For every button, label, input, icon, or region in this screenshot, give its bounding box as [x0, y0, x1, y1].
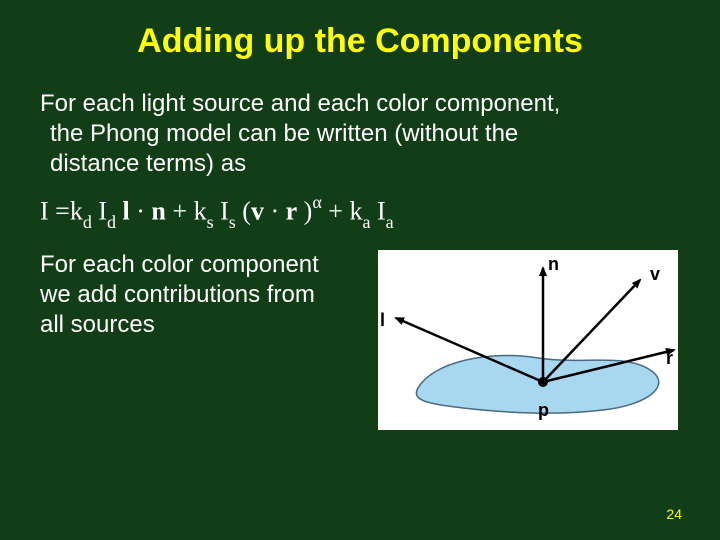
eq-dot1: · [130, 197, 152, 226]
eq-equals: = [49, 197, 70, 226]
para2-line3: all sources [40, 311, 155, 338]
lower-row: For each color component we add contribu… [40, 250, 680, 430]
eq-close: ) [297, 197, 312, 226]
eq-Is-sub: s [229, 212, 236, 232]
figure-label-v: v [650, 264, 660, 285]
eq-alpha: α [312, 192, 321, 212]
eq-Id: I [92, 197, 107, 226]
para1-line3: distance terms) as [40, 150, 246, 177]
eq-Id-sub: d [107, 212, 116, 232]
eq-I: I [40, 197, 49, 226]
eq-Ia: I [370, 197, 385, 226]
eq-r: r [286, 197, 298, 226]
figure-point-p [538, 377, 548, 387]
para2-line1: For each color component [40, 251, 319, 278]
eq-kd: k [70, 197, 83, 226]
eq-ka: k [349, 197, 362, 226]
phong-vectors-figure: n v l r p [378, 250, 678, 430]
phong-equation: I =kd Id l · n + ks Is (v · r )α + ka Ia [40, 193, 680, 232]
eq-dot2: · [264, 197, 286, 226]
eq-open: ( [236, 197, 251, 226]
figure-label-r: r [666, 348, 673, 369]
eq-n: n [151, 197, 165, 226]
slide: Adding up the Components For each light … [0, 0, 720, 540]
eq-plus1: + [166, 197, 194, 226]
intro-paragraph: For each light source and each color com… [40, 89, 680, 179]
slide-title: Adding up the Components [40, 22, 680, 61]
para1-line1: For each light source and each color com… [40, 90, 560, 117]
eq-Ia-sub: a [386, 212, 394, 232]
eq-Is: I [214, 197, 229, 226]
figure-label-l: l [380, 310, 385, 331]
figure-label-n: n [548, 254, 559, 275]
eq-ks: k [194, 197, 207, 226]
eq-v: v [251, 197, 264, 226]
eq-kd-sub: d [83, 212, 92, 232]
summary-paragraph: For each color component we add contribu… [40, 250, 360, 340]
para2-line2: we add contributions from [40, 281, 315, 308]
para1-line2: the Phong model can be written (without … [40, 120, 518, 147]
eq-ka-sub: a [362, 212, 370, 232]
slide-number: 24 [666, 506, 682, 522]
figure-svg [378, 250, 678, 430]
eq-l: l [116, 197, 130, 226]
eq-ks-sub: s [207, 212, 214, 232]
figure-label-p: p [538, 400, 549, 421]
eq-plus2: + [322, 197, 350, 226]
